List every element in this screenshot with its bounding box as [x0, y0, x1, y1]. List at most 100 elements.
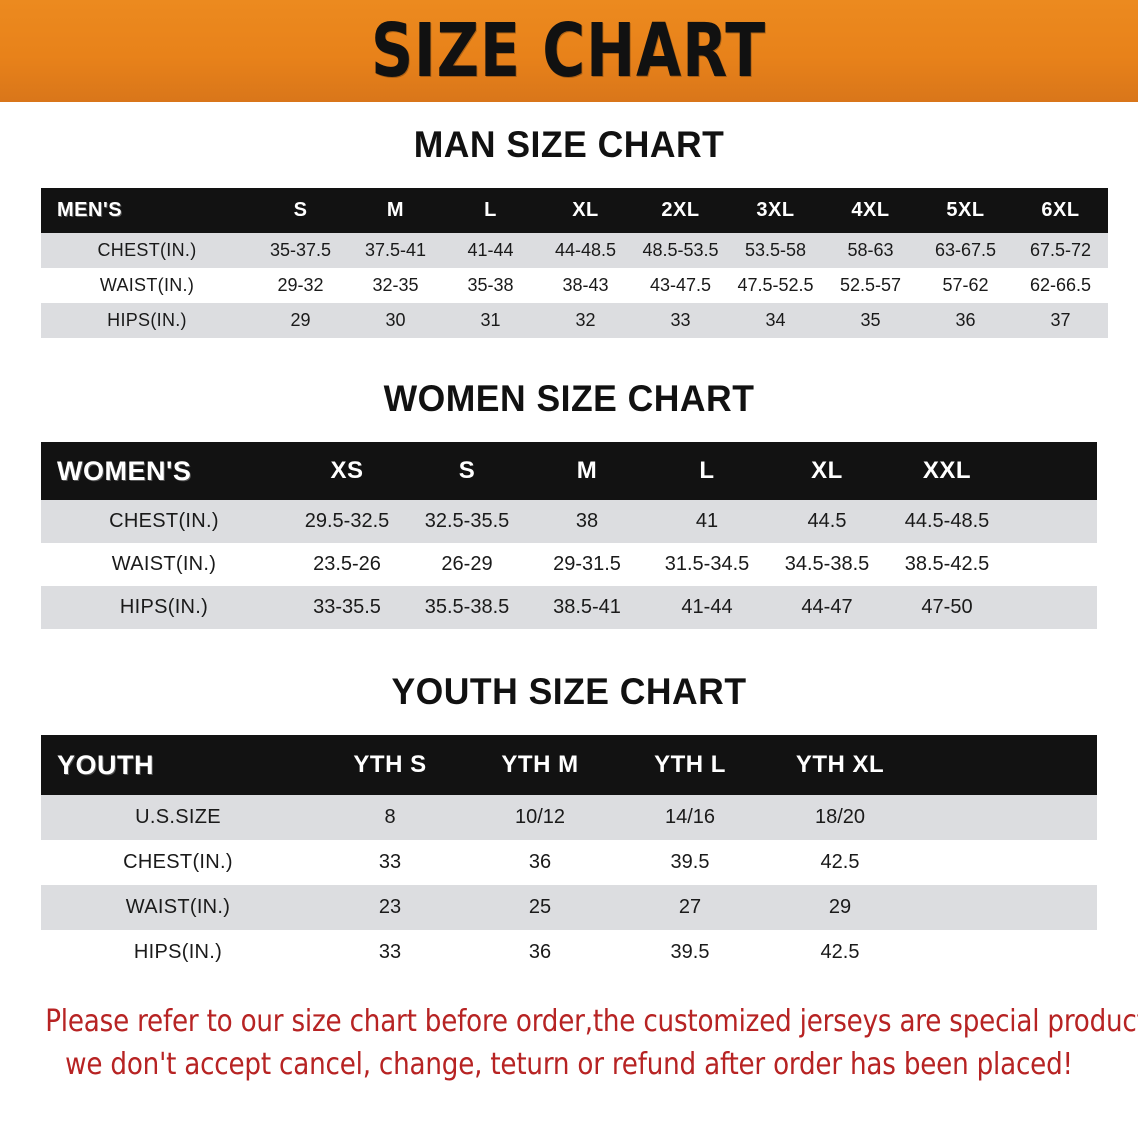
table-row: WAIST(IN.) 23.5-26 26-29 29-31.5 31.5-34.5 34… [41, 543, 1097, 586]
man-cell: 44-48.5 [554, 240, 617, 260]
women-cell-filler [1007, 543, 1097, 586]
man-row-label: HIPS(IN.) [107, 310, 187, 330]
man-column-header: M [386, 199, 405, 221]
youth-cell: 36 [528, 941, 552, 963]
man-cell: 62-66.5 [1029, 275, 1092, 295]
youth-cell: 42.5 [820, 941, 860, 963]
disclaimer-line-2: we don't accept cancel, change, teturn o… [65, 1046, 1073, 1082]
man-cell: 37.5-41 [364, 240, 427, 260]
man-row-label: CHEST(IN.) [97, 240, 197, 260]
women-section-title: WOMEN SIZE CHART [383, 378, 755, 419]
man-cell: 37 [1050, 310, 1071, 330]
youth-cell: 27 [678, 896, 702, 918]
table-row: U.S.SIZE 8 10/12 14/16 18/20 [41, 795, 1097, 840]
youth-column-header: YTH M [501, 751, 579, 778]
youth-size-table: YOUTH YTH S YTH M YTH L YTH XL U.S.SIZE 8 10/1… [41, 735, 1097, 975]
man-column-header: L [484, 199, 497, 221]
youth-column-header: YTH S [353, 751, 427, 778]
table-row: CHEST(IN.) 33 36 39.5 42.5 [41, 840, 1097, 885]
youth-table-container: YOUTH YTH S YTH M YTH L YTH XL U.S.SIZE 8 10/1… [41, 735, 1097, 975]
women-column-header: XXL [922, 457, 972, 484]
man-cell: 67.5-72 [1029, 240, 1092, 260]
women-header-filler [1007, 442, 1097, 500]
women-row-label: HIPS(IN.) [119, 596, 209, 618]
man-cell: 34 [765, 310, 786, 330]
youth-cell-filler [915, 930, 1097, 975]
women-cell: 41-44 [681, 596, 733, 618]
women-corner-label: WOMEN'S [57, 455, 192, 486]
youth-cell: 23 [378, 896, 402, 918]
women-cell: 33-35.5 [313, 596, 381, 618]
table-header-row: YOUTH YTH S YTH M YTH L YTH XL [41, 735, 1097, 795]
man-cell: 57-62 [942, 275, 989, 295]
man-column-header: 3XL [756, 199, 795, 221]
table-row: CHEST(IN.) 29.5-32.5 32.5-35.5 38 41 44.5 44.5… [41, 500, 1097, 543]
table-row: HIPS(IN.) 33 36 39.5 42.5 [41, 930, 1097, 975]
women-table-header: WOMEN'S XS S M L XL XXL [41, 442, 1097, 500]
table-row: HIPS(IN.) 33-35.5 35.5-38.5 38.5-41 41-44 44-… [41, 586, 1097, 629]
women-table-body: CHEST(IN.) 29.5-32.5 32.5-35.5 38 41 44.5 44.5… [41, 500, 1097, 629]
youth-cell-filler [915, 795, 1097, 840]
youth-cell: 39.5 [670, 941, 710, 963]
man-cell: 43-47.5 [649, 275, 712, 295]
table-row: WAIST(IN.) 23 25 27 29 [41, 885, 1097, 930]
women-cell: 44.5 [807, 510, 847, 532]
women-cell: 31.5-34.5 [664, 553, 750, 575]
man-cell: 53.5-58 [744, 240, 807, 260]
women-cell: 38.5-41 [553, 596, 621, 618]
table-row: HIPS(IN.) 29 30 31 32 33 34 35 36 37 [41, 303, 1108, 338]
man-cell: 31 [480, 310, 501, 330]
women-table-container: WOMEN'S XS S M L XL XXL CHEST(IN.) 29.5-32.5 32.… [41, 442, 1097, 629]
youth-cell: 33 [378, 941, 402, 963]
youth-column-header: YTH XL [795, 751, 885, 778]
man-cell: 35 [860, 310, 881, 330]
man-cell: 35-37.5 [269, 240, 332, 260]
man-table-header: MEN'S S M L XL 2XL 3XL 4XL 5XL 6XL [41, 188, 1108, 233]
page-banner: SIZE CHART [0, 0, 1138, 102]
man-column-header: 6XL [1041, 199, 1080, 221]
man-corner-label: MEN'S [57, 199, 123, 221]
women-column-header: S [458, 457, 476, 484]
man-cell: 29 [290, 310, 311, 330]
women-cell: 41 [695, 510, 719, 532]
man-column-header: 4XL [851, 199, 890, 221]
women-cell: 23.5-26 [313, 553, 381, 575]
women-cell-filler [1007, 500, 1097, 543]
man-size-table: MEN'S S M L XL 2XL 3XL 4XL 5XL 6XL CHEST(IN.) 35-3… [41, 188, 1108, 338]
youth-cell: 8 [384, 806, 396, 828]
youth-cell: 29 [828, 896, 852, 918]
man-cell: 47.5-52.5 [737, 275, 814, 295]
man-column-header: 5XL [946, 199, 985, 221]
women-cell: 38 [575, 510, 599, 532]
page-title: SIZE CHART [371, 8, 767, 94]
man-cell: 29-32 [277, 275, 324, 295]
man-cell: 32-35 [372, 275, 419, 295]
man-table-container: MEN'S S M L XL 2XL 3XL 4XL 5XL 6XL CHEST(IN.) 35-3… [41, 188, 1108, 338]
table-row: CHEST(IN.) 35-37.5 37.5-41 41-44 44-48.5 48.5… [41, 233, 1108, 268]
youth-cell: 25 [528, 896, 552, 918]
women-cell: 29.5-32.5 [304, 510, 390, 532]
man-cell: 63-67.5 [934, 240, 997, 260]
youth-corner-label: YOUTH [57, 749, 154, 780]
man-cell: 48.5-53.5 [642, 240, 719, 260]
man-cell: 36 [955, 310, 976, 330]
youth-section-title: YOUTH SIZE CHART [391, 671, 747, 712]
women-size-table: WOMEN'S XS S M L XL XXL CHEST(IN.) 29.5-32.5 32.… [41, 442, 1097, 629]
women-cell: 29-31.5 [553, 553, 621, 575]
women-column-header: XS [330, 457, 364, 484]
women-cell-filler [1007, 586, 1097, 629]
youth-cell: 10/12 [514, 806, 566, 828]
youth-cell: 42.5 [820, 851, 860, 873]
women-cell: 38.5-42.5 [904, 553, 990, 575]
man-cell: 33 [670, 310, 691, 330]
women-cell: 44-47 [801, 596, 853, 618]
youth-row-label: WAIST(IN.) [125, 896, 231, 918]
man-column-header: XL [572, 199, 599, 221]
youth-cell-filler [915, 885, 1097, 930]
youth-header-filler [915, 735, 1097, 795]
youth-cell: 18/20 [814, 806, 866, 828]
man-column-header: 2XL [661, 199, 700, 221]
youth-row-label: CHEST(IN.) [123, 851, 233, 873]
man-section-title: MAN SIZE CHART [413, 124, 725, 165]
order-disclaimer: Please refer to our size chart before or… [45, 1001, 1138, 1086]
